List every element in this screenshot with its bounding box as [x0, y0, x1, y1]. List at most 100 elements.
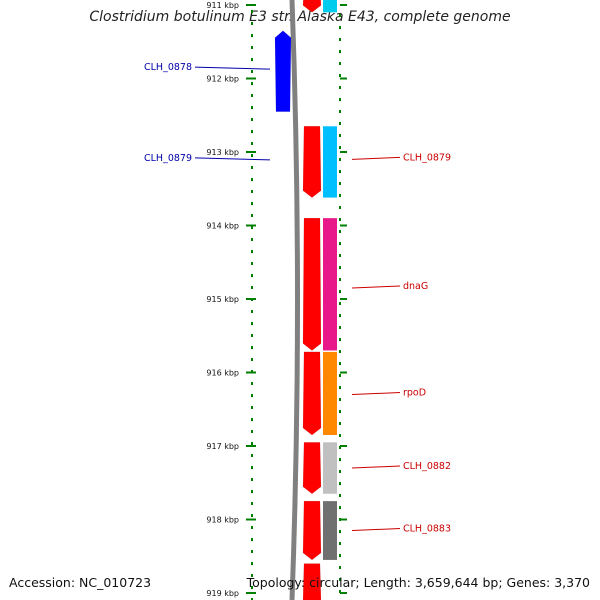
scale-dot: [339, 98, 341, 101]
scale-dot: [251, 586, 253, 589]
gene-labels: CLH_0878 CLH_0879 CLH_0879 dnaG rpoD CLH_0882…: [144, 62, 451, 534]
right-scale-dots: [339, 14, 341, 593]
scale-dot: [339, 350, 341, 353]
scale-dot: [251, 274, 253, 277]
label-connector: [351, 528, 401, 532]
scale-dot: [251, 526, 253, 529]
scale-dot: [339, 110, 341, 113]
genome-backbone: [289, 0, 300, 600]
scale-dot: [339, 182, 341, 185]
scale-dot: [339, 158, 341, 161]
cog-bar: [323, 218, 337, 351]
scale-dot: [339, 230, 341, 233]
tick-label: 917 kbp: [206, 442, 239, 451]
scale-dot: [251, 478, 253, 481]
tick-label: 918 kbp: [206, 516, 239, 525]
scale-dot: [251, 538, 253, 541]
scale-dot: [339, 278, 341, 281]
cog-bar: [323, 501, 337, 560]
scale-dot: [251, 118, 253, 121]
scale-dot: [339, 542, 341, 545]
gene-arrow: [302, 0, 322, 13]
scale-dot: [339, 386, 341, 389]
scale-dot: [251, 442, 253, 445]
scale-dot: [251, 502, 253, 505]
scale-dot: [251, 70, 253, 73]
scale-dot: [339, 362, 341, 365]
gene-label: CLH_0879: [403, 152, 451, 163]
scale-dot: [251, 430, 253, 433]
scale-dot: [251, 322, 253, 325]
gene-arrow: [302, 217, 322, 351]
label-connector: [351, 392, 401, 396]
scale-dot: [339, 326, 341, 329]
scale-dot: [251, 22, 253, 25]
gene-arrow: [302, 126, 322, 198]
label-connector: [351, 156, 401, 160]
scale-dot: [251, 94, 253, 97]
scale-dot: [251, 250, 253, 253]
scale-dot: [251, 142, 253, 145]
scale-dot: [339, 194, 341, 197]
gene-label: CLH_0879: [144, 153, 192, 164]
label-connector: [194, 66, 271, 70]
tick-label: 913 kbp: [206, 148, 239, 157]
scale-dot: [339, 26, 341, 29]
gene-arrow: [274, 30, 292, 112]
scale-dot: [339, 86, 341, 89]
scale-dot: [251, 82, 253, 85]
scale-dot: [251, 562, 253, 565]
scale-dot: [251, 310, 253, 313]
scale-dot: [339, 578, 341, 581]
scale-dot: [251, 46, 253, 49]
tick-label: 912 kbp: [206, 75, 239, 84]
tick-label: 914 kbp: [206, 222, 239, 231]
scale-dot: [251, 58, 253, 61]
scale-dot: [339, 134, 341, 137]
scale-dot: [339, 446, 341, 449]
scale-dot: [251, 346, 253, 349]
gene-label: rpoD: [403, 388, 426, 399]
scale-dot: [251, 418, 253, 421]
scale-dot: [339, 458, 341, 461]
scale-dot: [339, 242, 341, 245]
kbp-ruler: 911 kbp 912 kbp 913 kbp 914 kbp 915 kbp 916 k…: [206, 1, 347, 598]
scale-dot: [339, 566, 341, 569]
tick-label: 911 kbp: [206, 1, 239, 10]
gene-label: CLH_0883: [403, 524, 451, 535]
scale-dot: [251, 130, 253, 133]
scale-dot: [339, 398, 341, 401]
gene-arrow: [302, 500, 322, 561]
scale-dot: [339, 74, 341, 77]
scale-dot: [251, 490, 253, 493]
cog-bar: [323, 126, 337, 198]
scale-dot: [251, 598, 253, 600]
scale-dot: [339, 122, 341, 125]
scale-dot: [339, 218, 341, 221]
gene-features: [274, 0, 322, 600]
scale-dot: [339, 62, 341, 65]
scale-dot: [251, 34, 253, 37]
scale-dot: [251, 262, 253, 265]
scale-dot: [251, 466, 253, 469]
topology-summary: Topology: circular; Length: 3,659,644 bp…: [246, 575, 590, 590]
label-connector: [194, 157, 271, 161]
scale-dot: [251, 550, 253, 553]
scale-dot: [251, 190, 253, 193]
scale-dot: [339, 146, 341, 149]
scale-dot: [339, 374, 341, 377]
scale-dot: [251, 154, 253, 157]
tick-label: 916 kbp: [206, 369, 239, 378]
scale-dot: [339, 422, 341, 425]
tick-label: 919 kbp: [206, 589, 239, 598]
cog-bar: [323, 351, 337, 435]
scale-dot: [339, 482, 341, 485]
scale-dot: [339, 506, 341, 509]
scale-dot: [339, 530, 341, 533]
scale-dot: [251, 574, 253, 577]
scale-dot: [339, 50, 341, 53]
gene-arrow: [302, 442, 322, 495]
label-connector: [351, 285, 401, 289]
scale-dot: [251, 334, 253, 337]
